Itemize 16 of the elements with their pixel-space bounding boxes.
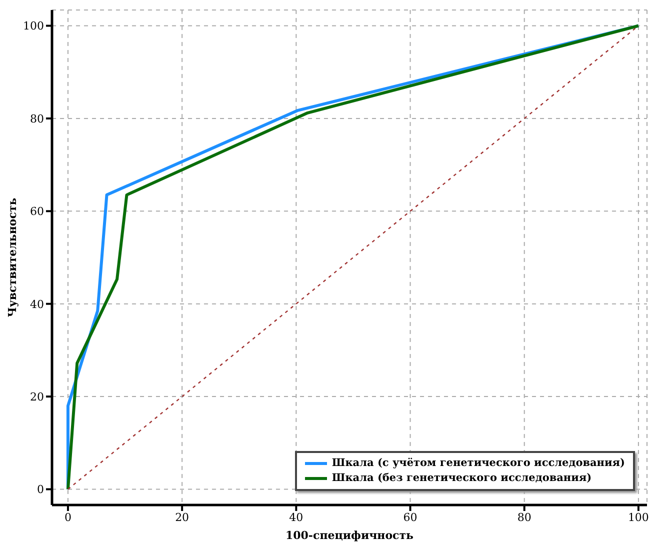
y-tick-label: 60 <box>30 205 44 218</box>
y-tick-label: 80 <box>30 112 44 126</box>
legend-label: Шкала (с учётом генетического исследования) <box>332 456 625 471</box>
x-tick-label: 40 <box>289 510 304 524</box>
y-tick-label: 40 <box>30 298 44 311</box>
x-tick-label: 0 <box>64 510 72 524</box>
y-tick-label: 0 <box>37 483 44 496</box>
x-tick-label: 20 <box>175 510 190 524</box>
y-axis-title: Чувствительность <box>6 197 19 318</box>
y-tick-label: 20 <box>30 390 44 404</box>
x-tick-label: 60 <box>403 510 418 524</box>
y-tick-label: 100 <box>23 20 44 33</box>
x-tick-label: 80 <box>517 510 532 524</box>
legend-label: Шкала (без генетического исследования) <box>332 471 592 486</box>
x-tick-label: 100 <box>628 510 649 524</box>
x-axis-title: 100-специфичность <box>285 529 414 542</box>
